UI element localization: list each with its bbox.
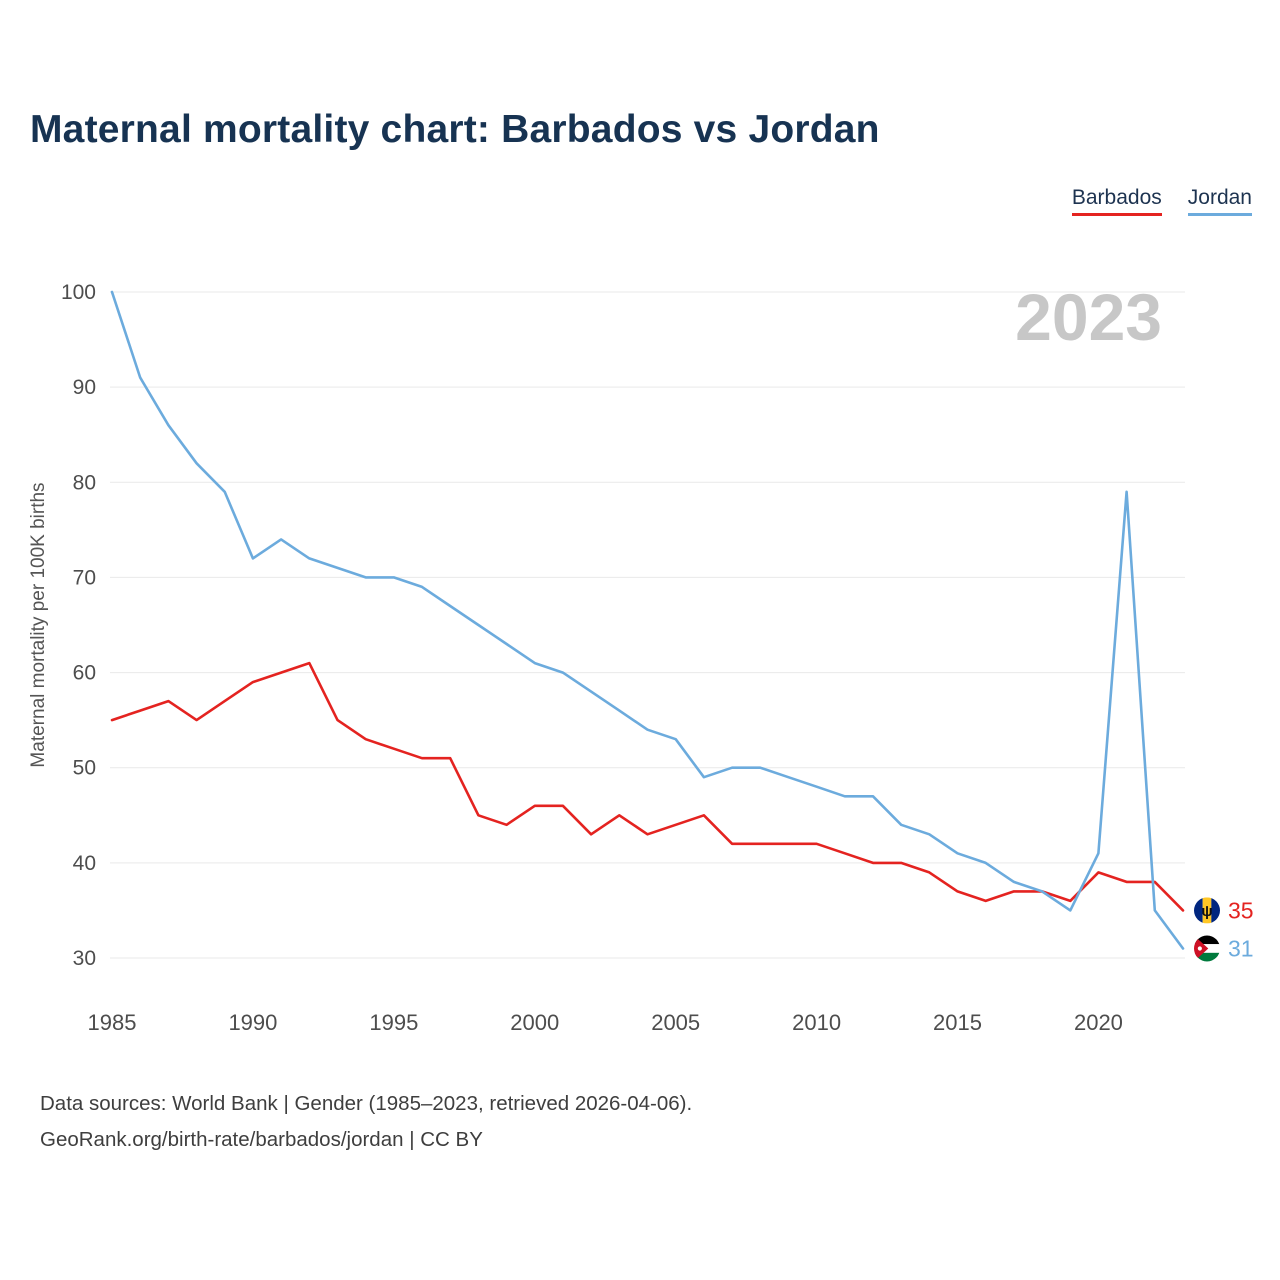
data-sources-text: Data sources: World Bank | Gender (1985–… [40,1092,693,1115]
legend-item-barbados[interactable]: Barbados [1071,186,1162,216]
legend-item-jordan[interactable]: Jordan [1187,186,1252,216]
barbados-end-value: 35 [1228,897,1254,923]
x-tick-label: 2015 [933,1010,982,1035]
page-title: Maternal mortality chart: Barbados vs Jo… [30,108,880,151]
chart-footer: Data sources: World Bank | Gender (1985–… [40,1086,1220,1158]
legend: Barbados Jordan [1071,186,1252,216]
x-tick-label: 2020 [1074,1010,1123,1035]
jordan-end-value: 31 [1228,935,1254,961]
y-tick-label: 50 [73,757,96,780]
y-tick-label: 40 [73,852,96,875]
y-tick-label: 90 [73,376,96,399]
barbados-line [110,661,1185,912]
x-tick-label: 2005 [651,1010,700,1035]
chart-canvas: 30 40 50 60 70 80 90 100 1985 1990 1995 2000 2005 201… [28,280,1254,1035]
jordan-line [110,290,1185,950]
y-axis-title: Maternal mortality per 100K births [28,482,49,767]
y-tick-label: 60 [73,662,96,685]
x-tick-label: 1990 [228,1010,277,1035]
attribution-text: GeoRank.org/birth-rate/barbados/jordan |… [40,1127,483,1151]
watermark-year: 2023 [1015,280,1162,354]
x-tick-label: 2010 [792,1010,841,1035]
y-tick-label: 80 [73,471,96,494]
barbados-flag-icon: ψ [1194,897,1220,924]
y-tick-label: 30 [73,947,96,970]
x-tick-label: 1995 [369,1010,418,1035]
svg-text:ψ: ψ [1201,903,1212,920]
x-tick-label: 1985 [88,1010,137,1035]
x-tick-label: 2000 [510,1010,559,1035]
maternal-mortality-line-chart: 30 40 50 60 70 80 90 100 1985 1990 1995 2000 2005 201… [0,240,1280,1070]
y-tick-label: 100 [61,281,96,304]
jordan-flag-icon [1194,935,1220,962]
y-tick-label: 70 [73,566,96,589]
